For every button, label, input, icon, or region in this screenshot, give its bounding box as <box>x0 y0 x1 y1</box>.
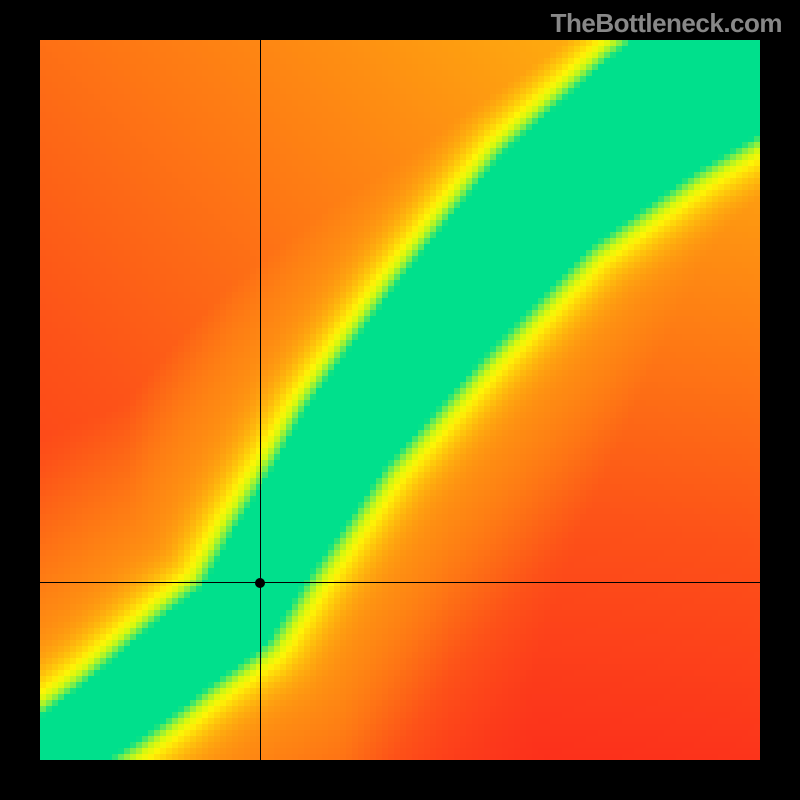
crosshair-vertical <box>260 40 261 760</box>
heatmap-plot <box>40 40 760 760</box>
crosshair-horizontal <box>40 582 760 583</box>
watermark-text: TheBottleneck.com <box>551 8 782 39</box>
chart-container: TheBottleneck.com <box>0 0 800 800</box>
